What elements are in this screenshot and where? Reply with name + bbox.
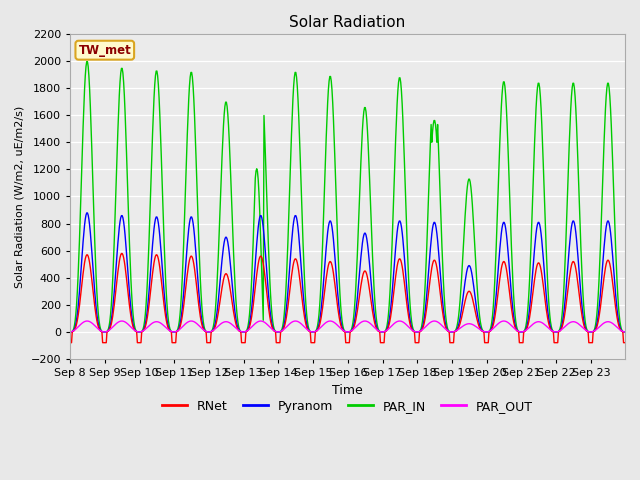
Text: TW_met: TW_met	[79, 44, 131, 57]
PAR_IN	[436, 203, 444, 209]
Pyranom	[67, 329, 74, 335]
PAR_IN	[83, 59, 91, 64]
Legend: RNet, Pyranom, PAR_IN, PAR_OUT: RNet, Pyranom, PAR_IN, PAR_OUT	[157, 395, 538, 418]
PAR_IN	[132, 328, 140, 334]
Line: PAR_IN: PAR_IN	[70, 61, 625, 332]
PAR_IN	[406, 291, 413, 297]
PAR_OUT	[436, 321, 444, 327]
Pyranom	[234, 325, 242, 331]
PAR_IN	[621, 329, 629, 335]
X-axis label: Time: Time	[332, 384, 363, 396]
Pyranom	[621, 329, 629, 335]
PAR_OUT	[234, 327, 242, 333]
Pyranom	[132, 328, 140, 334]
Pyranom	[262, 250, 269, 256]
PAR_OUT	[262, 320, 269, 326]
Title: Solar Radiation: Solar Radiation	[289, 15, 406, 30]
RNet	[67, 340, 74, 346]
PAR_IN	[262, 153, 269, 159]
Pyranom	[406, 312, 413, 318]
Pyranom	[83, 210, 91, 216]
RNet	[283, 314, 291, 320]
PAR_IN	[283, 276, 291, 282]
Line: Pyranom: Pyranom	[70, 213, 625, 332]
PAR_OUT	[132, 328, 140, 334]
RNet	[436, 293, 444, 299]
PAR_IN	[67, 329, 74, 335]
RNet	[406, 318, 413, 324]
Pyranom	[283, 305, 291, 311]
PAR_OUT	[283, 324, 291, 330]
Y-axis label: Solar Radiation (W/m2, uE/m2/s): Solar Radiation (W/m2, uE/m2/s)	[15, 105, 25, 288]
PAR_OUT	[621, 329, 629, 335]
RNet	[132, 329, 140, 335]
RNet	[234, 326, 242, 332]
Line: RNet: RNet	[70, 253, 625, 343]
RNet	[118, 251, 125, 256]
Pyranom	[436, 274, 444, 279]
PAR_OUT	[406, 325, 413, 331]
RNet	[262, 277, 269, 283]
PAR_OUT	[83, 318, 91, 324]
Line: PAR_OUT: PAR_OUT	[70, 321, 625, 332]
RNet	[621, 340, 629, 346]
PAR_OUT	[67, 329, 74, 335]
PAR_IN	[234, 320, 242, 325]
